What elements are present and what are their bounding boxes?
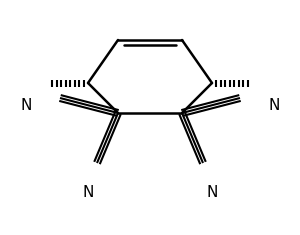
Text: N: N — [206, 185, 218, 200]
Text: N: N — [268, 98, 279, 113]
Text: N: N — [82, 185, 94, 200]
Text: N: N — [21, 98, 32, 113]
